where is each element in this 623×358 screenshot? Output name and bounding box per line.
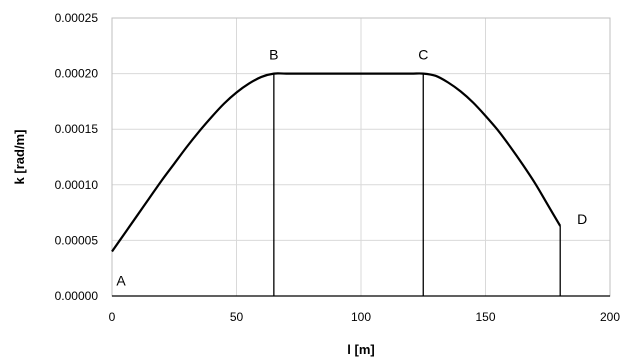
y-tick-label: 0.00010 — [55, 178, 99, 192]
x-axis-title: l [m] — [347, 342, 374, 357]
y-tick-label: 0.00015 — [55, 122, 99, 136]
y-tick-label: 0.00005 — [55, 233, 99, 247]
x-tick-label: 50 — [230, 310, 244, 324]
grid-layer — [111, 17, 611, 297]
y-tick-label: 0.00000 — [55, 289, 99, 303]
x-tick-label: 200 — [600, 310, 620, 324]
x-tick-label: 100 — [351, 310, 371, 324]
x-tick-label: 150 — [475, 310, 495, 324]
y-tick-label: 0.00020 — [55, 67, 99, 81]
x-tick-label: 0 — [109, 310, 116, 324]
point-labels: A B C D — [116, 47, 587, 289]
point-label-c: C — [418, 47, 428, 63]
y-tick-label: 0.00025 — [55, 11, 99, 25]
point-label-d: D — [577, 211, 587, 227]
point-label-b: B — [269, 47, 278, 63]
drop-lines — [273, 73, 561, 296]
curvature-line — [111, 72, 562, 253]
tick-labels: 0 50 100 150 200 0.00000 0.00005 0.00010 0.00015… — [55, 11, 621, 324]
y-axis-title: k [rad/m] — [12, 130, 27, 185]
point-label-a: A — [116, 273, 126, 289]
